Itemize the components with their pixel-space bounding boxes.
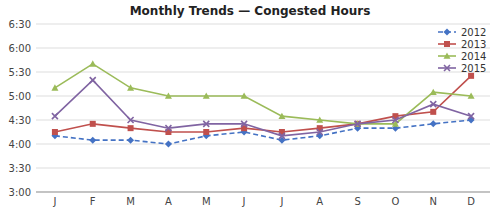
grid-line <box>36 120 490 121</box>
point <box>89 137 96 144</box>
grid <box>36 24 490 192</box>
point <box>203 121 209 127</box>
x-tick-label: F <box>90 196 96 207</box>
y-tick-label: 4:00 <box>9 139 31 150</box>
x-tick-label: J <box>242 196 246 207</box>
point <box>127 137 134 144</box>
point <box>430 109 436 115</box>
series <box>52 77 474 139</box>
plot-area <box>51 60 474 147</box>
x-tick-label: M <box>126 196 135 207</box>
chart: Monthly Trends — Congested Hours 3:00 3:30… <box>0 0 500 212</box>
point <box>430 120 437 127</box>
legend-marker <box>444 53 451 59</box>
grid-line <box>36 144 490 145</box>
series <box>51 60 474 126</box>
point <box>279 133 285 139</box>
line <box>55 80 471 136</box>
x-axis <box>36 192 490 193</box>
point <box>392 117 398 123</box>
x-tick-label: N <box>430 196 437 207</box>
point <box>165 141 172 148</box>
y-tick-label: 4:30 <box>9 115 31 126</box>
legend: 2012201320142015 <box>438 27 486 74</box>
y-tick-label: 3:00 <box>9 187 31 198</box>
legend-label: 2012 <box>461 27 486 38</box>
series <box>52 73 474 135</box>
legend-marker <box>444 65 450 71</box>
point <box>468 113 474 119</box>
legend-label: 2014 <box>461 51 486 62</box>
legend-marker <box>444 41 450 47</box>
grid-line <box>36 192 490 193</box>
point <box>51 84 58 90</box>
title: Monthly Trends — Congested Hours <box>130 4 371 18</box>
grid-line <box>36 48 490 49</box>
point <box>317 129 323 135</box>
point <box>128 117 134 123</box>
grid-line <box>36 168 490 169</box>
grid-line <box>36 24 490 25</box>
x-tick-label: M <box>202 196 211 207</box>
point <box>89 60 96 66</box>
point <box>203 129 209 135</box>
x-tick-label: J <box>52 196 56 207</box>
point <box>241 121 247 127</box>
point <box>278 113 285 119</box>
point <box>165 125 171 131</box>
y-tick-label: 3:30 <box>9 163 31 174</box>
point <box>203 93 210 99</box>
point <box>468 73 474 79</box>
x-tick-label: O <box>391 196 399 207</box>
point <box>52 129 58 135</box>
legend-label: 2015 <box>461 63 486 74</box>
point <box>90 121 96 127</box>
series <box>51 117 474 148</box>
x-tick-label: D <box>467 196 475 207</box>
point <box>355 121 361 127</box>
point <box>90 77 96 83</box>
y-tick-label: 6:00 <box>9 43 31 54</box>
legend-marker <box>444 29 451 36</box>
x-tick-label: A <box>165 196 172 207</box>
point <box>430 89 437 95</box>
point <box>316 117 323 123</box>
point <box>165 93 172 99</box>
y-tick-label: 5:30 <box>9 67 31 78</box>
legend-label: 2013 <box>461 39 486 50</box>
point <box>52 113 58 119</box>
line <box>55 120 471 144</box>
point <box>468 93 475 99</box>
point <box>430 101 436 107</box>
point <box>128 125 134 131</box>
point <box>127 84 134 90</box>
x-tick-label: S <box>354 196 360 207</box>
line <box>55 76 471 132</box>
point <box>241 93 248 99</box>
grid-line <box>36 96 490 97</box>
y-tick-label: 6:30 <box>9 19 31 30</box>
x-tick-label: A <box>316 196 323 207</box>
x-tick-label: J <box>279 196 283 207</box>
y-tick-label: 5:00 <box>9 91 31 102</box>
